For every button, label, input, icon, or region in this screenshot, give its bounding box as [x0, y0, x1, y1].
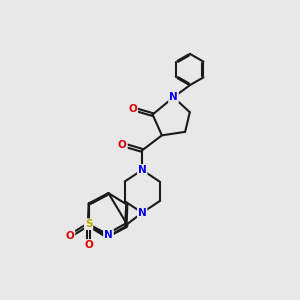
Text: N: N: [138, 165, 146, 175]
Text: O: O: [66, 231, 74, 241]
Text: N: N: [138, 165, 146, 175]
Text: N: N: [169, 92, 178, 102]
Text: N: N: [104, 230, 113, 240]
Text: S: S: [85, 219, 92, 229]
Text: N: N: [138, 208, 146, 218]
Text: N: N: [169, 92, 178, 102]
Text: O: O: [128, 104, 137, 114]
Text: O: O: [118, 140, 127, 150]
Text: O: O: [128, 104, 137, 114]
Text: N: N: [104, 230, 113, 240]
Text: O: O: [66, 231, 74, 241]
Text: N: N: [138, 208, 146, 218]
Text: O: O: [84, 240, 93, 250]
Text: S: S: [85, 219, 92, 229]
Text: O: O: [84, 240, 93, 250]
Text: O: O: [118, 140, 127, 150]
